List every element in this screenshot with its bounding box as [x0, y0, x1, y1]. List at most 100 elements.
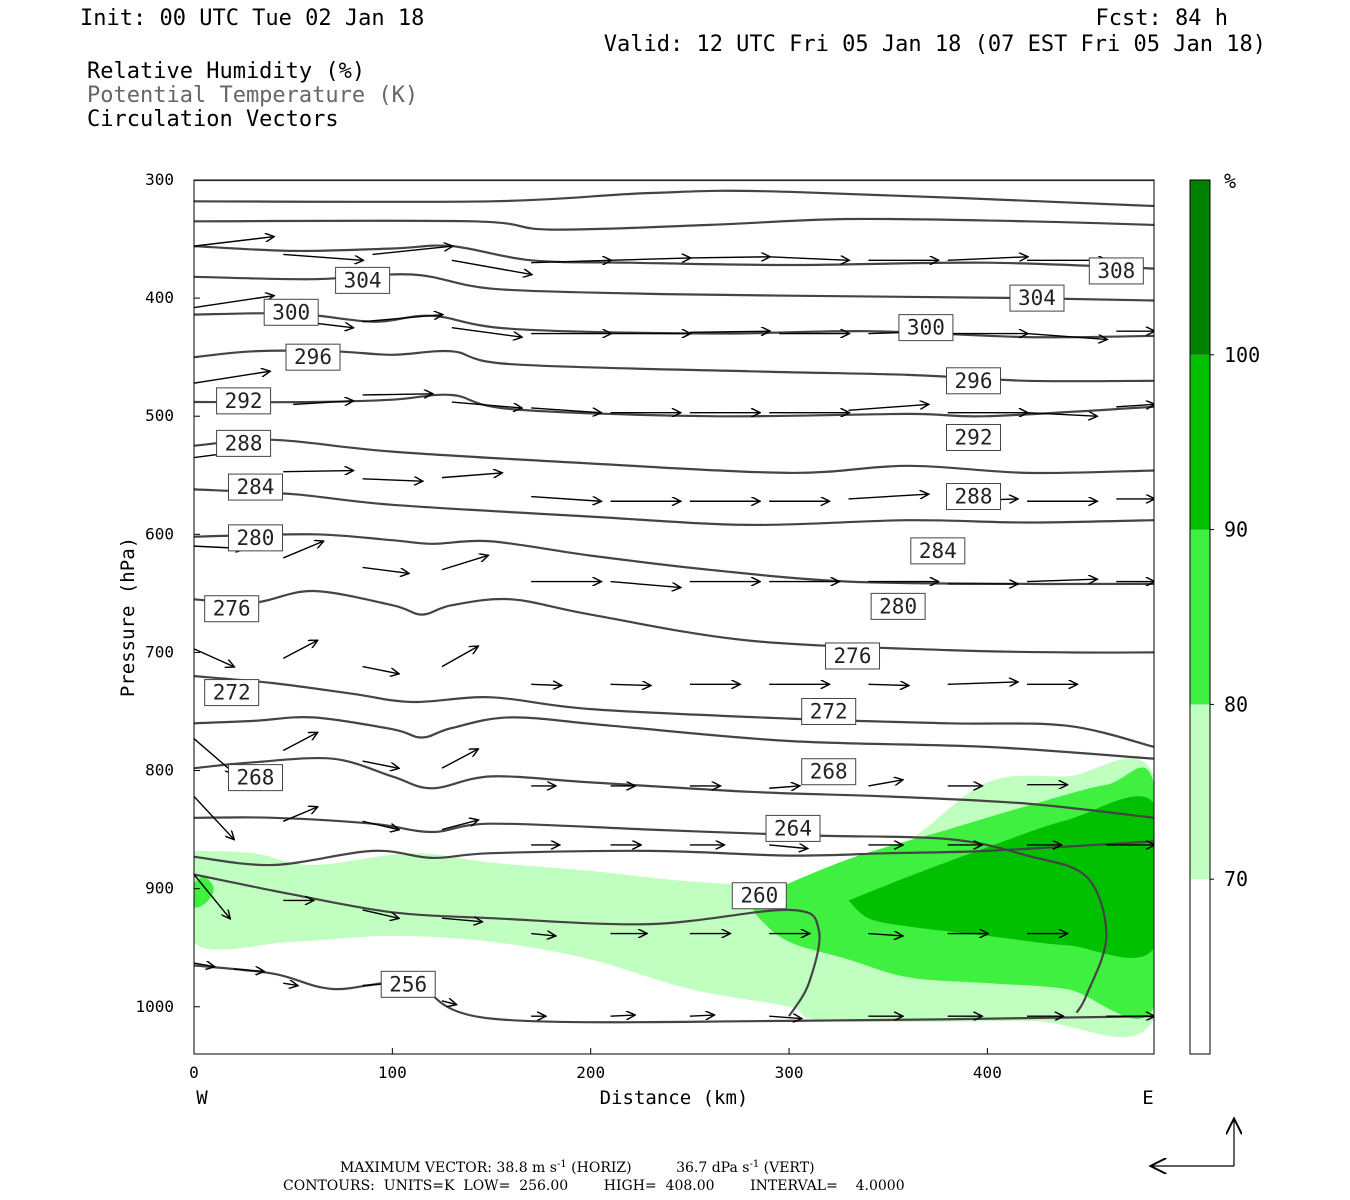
circulation-vector — [282, 541, 323, 559]
field-title-theta: Potential Temperature (K) — [87, 83, 418, 108]
colorbar-swatch — [1190, 704, 1210, 880]
contour-label-box — [227, 524, 283, 552]
circulation-vector — [362, 394, 432, 395]
colorbar-swatch — [1190, 180, 1210, 355]
contour-label-box — [227, 764, 283, 792]
contour-label-box — [765, 814, 821, 842]
circulation-vector — [947, 257, 1027, 261]
theta-contour-288 — [194, 438, 1154, 475]
valid-time: Valid: 12 UTC Fri 05 Jan 18 (07 EST Fri … — [604, 32, 1266, 57]
x-axis-east-label: E — [1142, 1087, 1153, 1109]
contour-label: 300 — [272, 300, 310, 324]
theta-contour-line-1 — [194, 189, 1154, 208]
circulation-vector — [947, 682, 1017, 684]
y-axis-label: Pressure (hPa) — [117, 537, 139, 697]
init-time: Init: 00 UTC Tue 02 Jan 18 — [80, 6, 424, 31]
contour-label-layer: 304 300 296 292 288 284 280 276 272 268 256 308 304 3… — [204, 257, 1144, 998]
y-tick-label: 500 — [145, 406, 174, 425]
circulation-vector — [194, 237, 273, 247]
contour-label-box — [216, 387, 272, 415]
contour-label-box — [731, 882, 787, 910]
circulation-vector — [689, 331, 769, 332]
colorbar-swatch — [1190, 354, 1210, 530]
circulation-vector — [441, 473, 502, 479]
circulation-vector — [1027, 579, 1096, 581]
contour-label-box — [946, 367, 1002, 395]
contour-label: 260 — [740, 884, 778, 908]
circulation-vector — [1116, 404, 1154, 406]
x-tick-label: 400 — [973, 1063, 1002, 1082]
circulation-vector — [848, 494, 928, 500]
y-tick-label: 400 — [145, 288, 174, 307]
theta-contour-line-18 — [194, 964, 1154, 1024]
circulation-vector — [531, 495, 600, 502]
contour-label: 284 — [237, 475, 275, 499]
contour-label: 296 — [294, 345, 332, 369]
rh-region-90 — [848, 796, 1154, 958]
circulation-vector — [194, 796, 234, 840]
circulation-vector — [441, 749, 478, 769]
circulation-vector — [451, 259, 531, 274]
circulation-vector — [362, 665, 399, 674]
contour-label: 304 — [344, 268, 382, 292]
contour-label: 292 — [955, 425, 993, 449]
circulation-vector — [441, 556, 488, 571]
circulation-vector — [610, 684, 651, 685]
circulation-vector — [283, 471, 352, 472]
rh-shading-layer — [194, 758, 1154, 1038]
circulation-vector — [441, 1001, 456, 1005]
circulation-vector — [531, 260, 610, 262]
circulation-vector — [451, 326, 521, 337]
circulation-vector — [689, 1015, 714, 1016]
x-axis-west-label: W — [196, 1087, 208, 1109]
circulation-vector — [531, 407, 600, 413]
circulation-vector — [689, 257, 769, 258]
contour-label: 280 — [237, 526, 275, 550]
footer-max-vector: MAXIMUM VECTOR: 38.8 m s-1 (HORIZ) 36.7 … — [340, 1159, 815, 1176]
contour-label-box — [870, 592, 926, 620]
contour-label: 300 — [907, 316, 945, 340]
theta-contour-line-3 — [194, 244, 1154, 270]
circulation-vector — [610, 258, 690, 260]
field-title-vectors: Circulation Vectors — [87, 107, 339, 132]
circulation-vector — [441, 820, 478, 831]
contour-label: 284 — [919, 539, 957, 563]
y-axis: 300 400 500 600 700 800 900 1000 — [135, 170, 200, 1016]
theta-contour-272 — [194, 675, 1154, 748]
contour-label: 256 — [389, 972, 427, 996]
circulation-vector — [362, 909, 399, 918]
circulation-vector — [293, 401, 353, 405]
y-tick-label: 300 — [145, 170, 174, 189]
forecast-hour: Fcst: 84 h — [1096, 6, 1228, 31]
contour-label-box — [801, 697, 857, 725]
contour-label-box — [204, 595, 260, 623]
x-tick-label: 300 — [775, 1063, 804, 1082]
contour-label-box — [216, 429, 272, 457]
contour-label: 272 — [810, 699, 848, 723]
contour-label: 268 — [810, 760, 848, 784]
circulation-vector — [283, 253, 362, 260]
circulation-vector — [194, 738, 234, 773]
x-axis-label: Distance (km) — [600, 1087, 749, 1109]
circulation-vector — [868, 934, 902, 936]
vector-layer — [194, 237, 1154, 1019]
contour-label-box — [1009, 284, 1065, 312]
contour-label: 296 — [955, 369, 993, 393]
contour-label: 276 — [834, 644, 872, 668]
circulation-vector — [362, 820, 399, 829]
colorbar-level-label: 100 — [1224, 343, 1260, 367]
circulation-vector — [233, 969, 264, 971]
contour-label-box — [263, 298, 319, 326]
circulation-vector — [362, 566, 409, 573]
contour-label-box — [946, 483, 1002, 511]
circulation-vector — [769, 845, 807, 849]
colorbar-unit: % — [1224, 169, 1236, 193]
colorbar-level-label: 80 — [1224, 692, 1248, 716]
contour-label-box — [380, 970, 436, 998]
colorbar-level-label: 90 — [1224, 518, 1248, 542]
y-tick-label: 600 — [145, 524, 174, 543]
colorbar-level-label: 70 — [1224, 867, 1248, 891]
plot-frame — [193, 179, 1155, 1055]
contour-label-box — [898, 314, 954, 342]
circulation-vector — [868, 780, 902, 787]
